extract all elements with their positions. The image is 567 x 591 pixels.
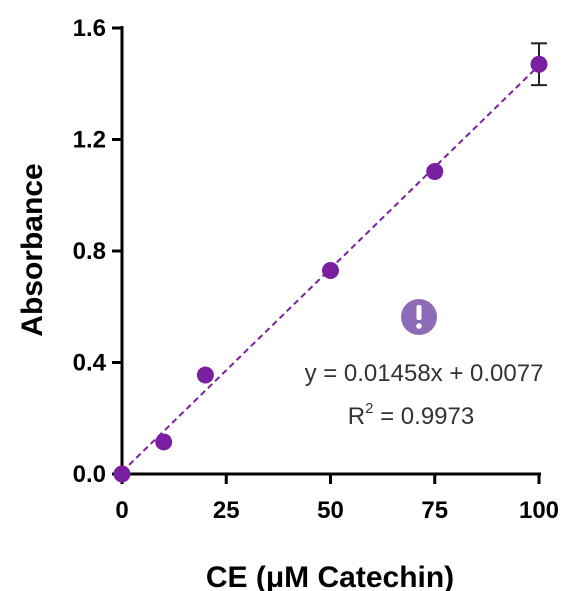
- r-squared-superscript: 2: [365, 400, 373, 417]
- axes: [112, 26, 541, 484]
- x-tick-label: 50: [317, 497, 344, 524]
- x-axis-title: CE (μM Catechin): [206, 561, 454, 591]
- fit-equation: y = 0.01458x + 0.0077: [305, 360, 544, 387]
- x-tick-label: 75: [421, 497, 448, 524]
- r-squared-value: = 0.9973: [373, 403, 474, 430]
- y-axis-title: Absorbance: [16, 163, 49, 336]
- data-point: [196, 366, 214, 384]
- data-points: [113, 42, 548, 483]
- x-tick-label: 25: [213, 497, 240, 524]
- data-point: [322, 262, 339, 280]
- r-squared-prefix: R: [348, 403, 365, 430]
- y-tick-label: 0.0: [73, 461, 106, 488]
- data-point: [426, 163, 444, 181]
- y-tick-label: 1.2: [73, 127, 106, 154]
- x-tick-label: 100: [519, 497, 559, 524]
- y-tick-label: 1.6: [73, 15, 106, 42]
- data-point: [113, 465, 131, 483]
- data-point: [155, 433, 173, 451]
- exclamation-circle-icon: [401, 299, 437, 335]
- y-tick-label: 0.4: [73, 350, 107, 377]
- y-tick-label: 0.8: [73, 238, 106, 265]
- tick-labels: 0.0 0.4 0.8 1.2 1.6 0 25 50 75 100: [73, 15, 559, 524]
- data-point: [530, 55, 548, 73]
- r-squared-label: R2 = 0.9973: [348, 400, 474, 430]
- x-tick-label: 0: [115, 497, 128, 524]
